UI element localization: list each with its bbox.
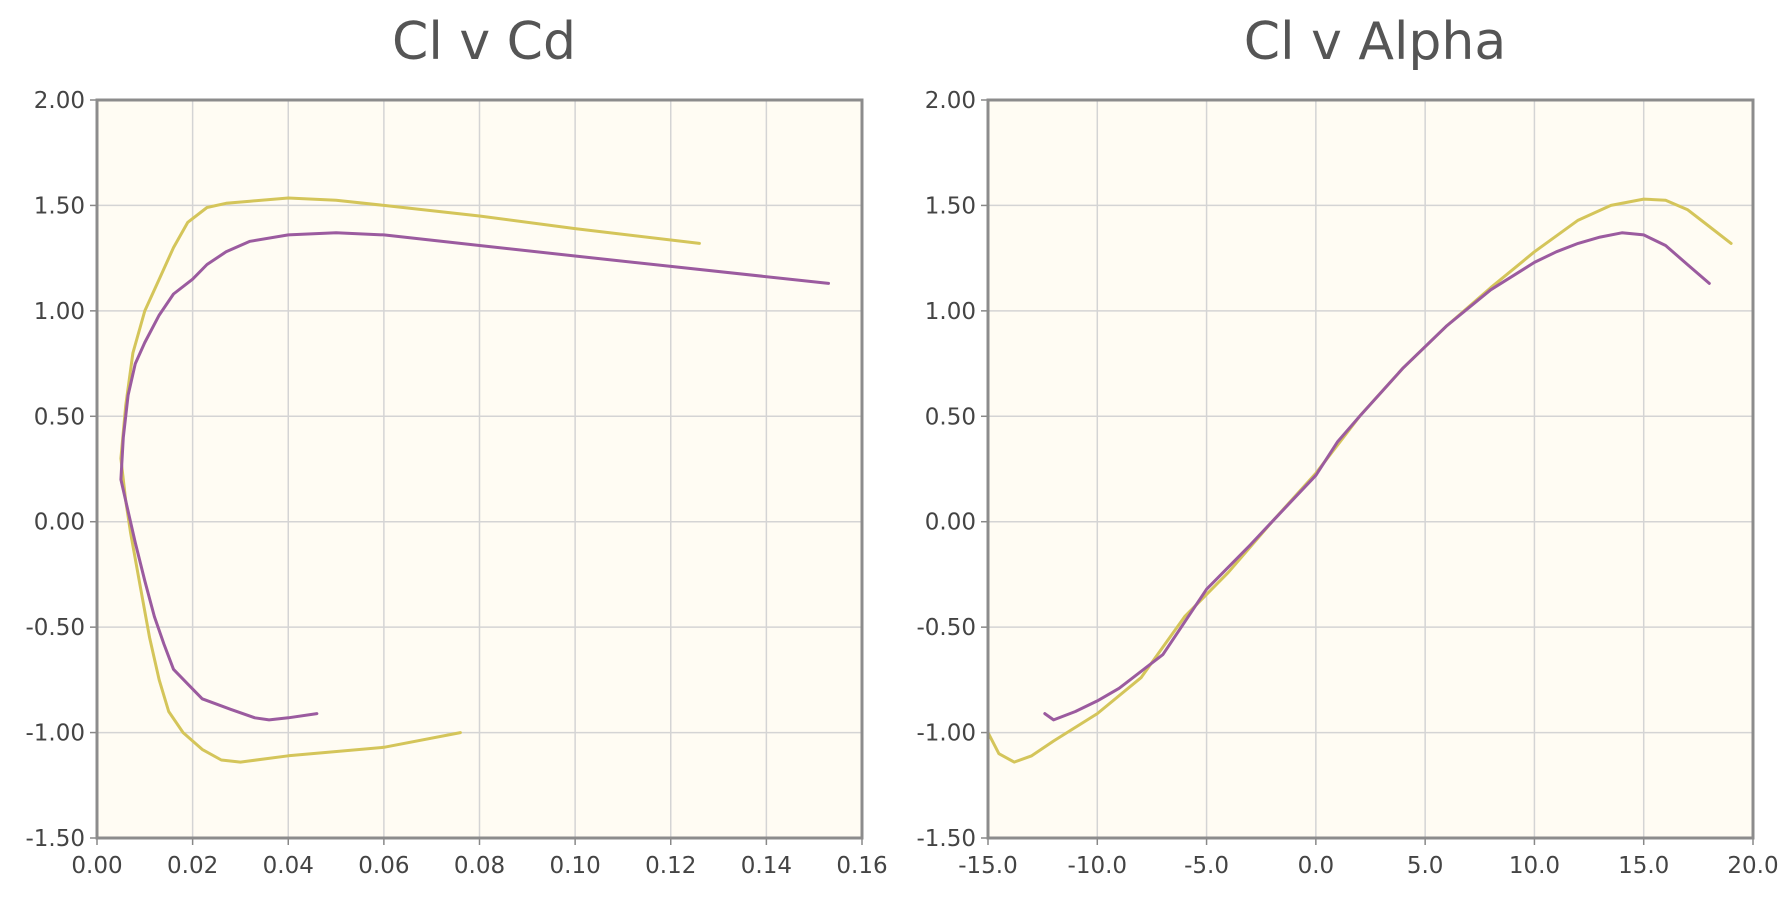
series-line-2 bbox=[1043, 231, 1711, 722]
x-tick-label: 0.04 bbox=[263, 853, 314, 879]
y-tick-label: 2.00 bbox=[34, 88, 85, 114]
x-tick-label: 0.06 bbox=[358, 853, 409, 879]
plot-background bbox=[988, 100, 1753, 838]
plot-border bbox=[95, 98, 864, 840]
x-tick-label: -10.0 bbox=[1068, 853, 1128, 879]
series-line-2 bbox=[119, 231, 830, 722]
y-tick-label: 1.50 bbox=[34, 193, 85, 219]
y-tick-label: 1.00 bbox=[34, 299, 85, 325]
x-tick-label: 0.0 bbox=[1298, 853, 1335, 879]
x-tick-label: 0.16 bbox=[836, 853, 887, 879]
x-tick-label: -5.0 bbox=[1184, 853, 1229, 879]
x-tick-label: 0.02 bbox=[167, 853, 218, 879]
y-tick-label: -1.50 bbox=[916, 826, 976, 852]
x-tick-label: 15.0 bbox=[1618, 853, 1669, 879]
x-tick-label: 20.0 bbox=[1727, 853, 1778, 879]
y-tick-label: -0.50 bbox=[916, 615, 976, 641]
x-tick-label: 0.12 bbox=[645, 853, 696, 879]
chart-title-cl-cd: Cl v Cd bbox=[392, 12, 576, 72]
y-tick-label: -0.50 bbox=[25, 615, 85, 641]
y-tick-label: 0.50 bbox=[34, 404, 85, 430]
y-tick-label: 1.00 bbox=[925, 299, 976, 325]
y-tick-label: 0.50 bbox=[925, 404, 976, 430]
x-tick-label: -15.0 bbox=[958, 853, 1018, 879]
plot-border bbox=[986, 98, 1755, 840]
y-tick-label: 0.00 bbox=[925, 510, 976, 536]
y-tick-label: -1.50 bbox=[25, 826, 85, 852]
x-tick-label: 0.10 bbox=[550, 853, 601, 879]
chart-title-cl-alpha: Cl v Alpha bbox=[1243, 12, 1507, 72]
y-tick-label: 0.00 bbox=[34, 510, 85, 536]
x-tick-label: 0.14 bbox=[741, 853, 792, 879]
x-tick-label: 5.0 bbox=[1407, 853, 1444, 879]
y-tick-label: 2.00 bbox=[925, 88, 976, 114]
y-tick-label: 1.50 bbox=[925, 193, 976, 219]
y-tick-label: -1.00 bbox=[916, 721, 976, 747]
y-tick-label: -1.00 bbox=[25, 721, 85, 747]
x-tick-label: 10.0 bbox=[1509, 853, 1560, 879]
x-tick-label: 0.08 bbox=[454, 853, 505, 879]
x-tick-label: 0.00 bbox=[71, 853, 122, 879]
